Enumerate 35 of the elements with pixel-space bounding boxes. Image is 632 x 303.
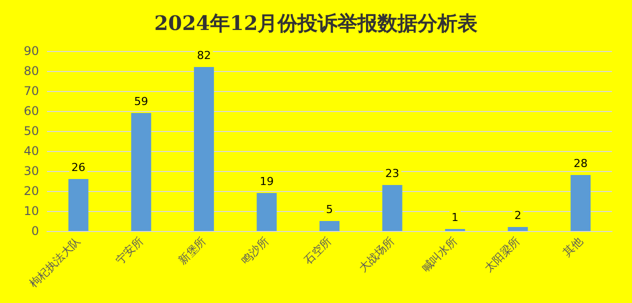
- bar: [320, 221, 340, 231]
- data-label: 82: [196, 49, 211, 62]
- bar: [68, 179, 88, 231]
- x-tick-label: 喊叫水所: [419, 234, 460, 275]
- x-tick-label: 新堡所: [176, 234, 209, 267]
- data-label: 5: [326, 203, 333, 216]
- data-label: 26: [71, 161, 86, 174]
- bar: [194, 67, 214, 231]
- x-tick-label: 其他: [560, 234, 586, 260]
- x-tick-label: 大战场所: [356, 234, 397, 275]
- data-label: 19: [260, 175, 274, 188]
- bar: [508, 227, 528, 231]
- y-tick-label: 60: [24, 104, 39, 118]
- data-label: 28: [574, 157, 588, 170]
- bar: [131, 113, 152, 231]
- x-tick-label: 太阳梁所: [482, 234, 522, 275]
- data-label: 23: [385, 167, 400, 180]
- bar: [382, 185, 402, 231]
- x-tick-label: 宁安所: [113, 234, 146, 267]
- bar: [570, 175, 591, 231]
- y-tick-label: 40: [24, 144, 39, 158]
- y-tick-label: 90: [24, 44, 39, 58]
- y-tick-label: 10: [24, 204, 39, 218]
- y-tick-label: 20: [24, 184, 39, 198]
- data-label: 1: [452, 211, 459, 224]
- y-tick-label: 30: [24, 164, 39, 178]
- data-label: 2: [514, 209, 522, 222]
- y-tick-label: 80: [24, 64, 39, 78]
- y-tick-label: 50: [24, 124, 39, 138]
- y-tick-label: 70: [24, 84, 39, 98]
- chart-title: 2024年12月份投诉举报数据分析表: [154, 11, 478, 35]
- bar: [256, 193, 277, 231]
- x-tick-label: 石空所: [302, 234, 334, 267]
- data-label: 59: [134, 95, 148, 108]
- x-tick-label: 鸣沙所: [238, 234, 272, 267]
